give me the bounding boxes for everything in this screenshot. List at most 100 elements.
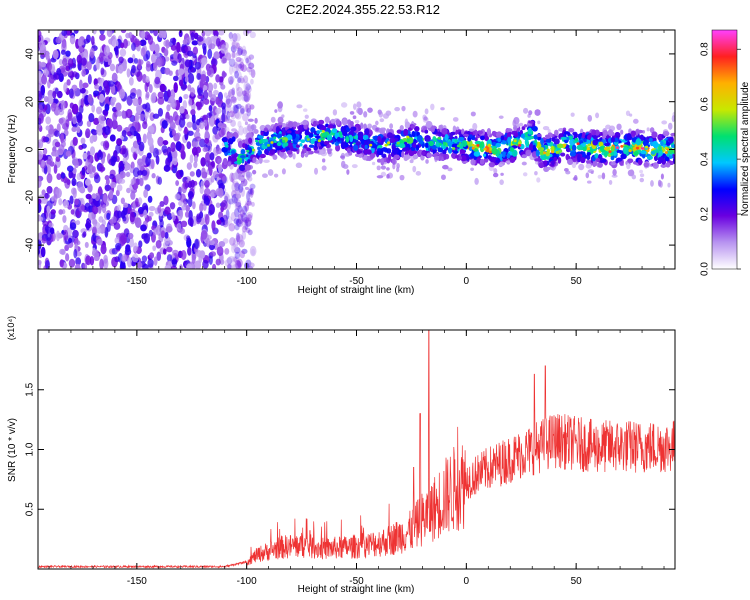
spectrogram-noise-mark [210,175,215,183]
spectrogram-signal-mark [424,129,429,134]
spectrogram-signal-mark [324,116,330,124]
spectrogram-noise-mark [100,67,105,76]
spectrogram-signal-mark [536,177,541,183]
spectrogram-peak-mark [273,136,277,140]
spectrogram-noise-mark [130,161,135,170]
spectrogram-noise-mark [96,127,103,136]
spectrogram-noise-mark [246,214,253,222]
spectrogram-noise-mark [215,74,221,83]
y-tick-label: 0 [25,146,36,152]
spectrogram-signal-mark [438,125,443,130]
spectrogram-signal-mark [377,109,382,115]
spectrogram-signal-mark [295,144,300,148]
spectrogram-signal-mark [345,136,350,143]
spectrogram-noise-mark [104,184,111,192]
spectrogram-signal-mark [528,120,535,124]
spectrogram-peak-mark [608,150,612,153]
spectrogram-signal-mark [335,119,341,126]
spectrogram-signal-mark [270,116,276,123]
spectrogram-signal-mark [432,145,437,150]
spectrogram-noise-mark [163,195,169,206]
spectrogram-signal-mark [316,130,321,134]
spectrogram-noise-mark [202,259,209,269]
spectrogram-signal-mark [591,129,597,136]
spectrogram-noise-mark [245,171,252,180]
spectrogram-noise-mark [146,34,152,41]
spectrogram-peak-mark [321,129,325,133]
spectrogram-signal-mark [461,128,465,135]
spectrogram-noise-mark [246,107,251,117]
spectrogram-noise-mark [58,198,63,206]
colorbar-tick-label: 0.2 [700,207,711,221]
spectrogram-noise-mark [239,58,244,64]
y-tick-label: 1.5 [25,382,36,396]
spectrogram-noise-mark [153,228,158,236]
spectrogram-noise-mark [38,40,46,51]
spectrogram-noise-mark [179,113,186,121]
spectrogram-signal-mark [560,152,566,157]
spectrogram-noise-mark [237,213,244,225]
spectrogram-signal-mark [244,164,252,171]
spectrogram-signal-mark [235,193,242,199]
spectrogram-noise-mark [137,96,142,105]
spectrogram-noise-mark [38,35,42,43]
spectrogram-noise-mark [111,216,117,224]
spectrogram-noise-mark [170,44,177,51]
spectrogram-signal-mark [660,163,667,168]
spectrogram-signal-mark [577,154,581,163]
spectrogram-x-label: Height of straight line (km) [298,285,415,296]
spectrogram-noise-mark [65,253,70,262]
spectrogram-signal-mark [578,163,585,171]
spectrogram-noise-mark [210,116,215,127]
spectrogram-signal-mark [525,149,532,157]
spectrogram-signal-mark [633,151,639,156]
spectrogram-noise-mark [122,148,129,158]
spectrogram-noise-mark [71,71,78,78]
spectrogram-noise-mark [143,232,151,244]
spectrogram-signal-mark [650,180,654,187]
spectrogram-noise-mark [171,150,178,159]
spectrogram-noise-mark [189,171,195,177]
spectrogram-noise-mark [133,57,139,64]
spectrogram-noise-mark [63,229,69,241]
spectrogram-signal-mark [277,116,284,124]
spectrogram-signal-mark [386,167,390,171]
spectrogram-noise-mark [132,201,136,210]
spectrogram-signal-mark [404,121,411,129]
spectrogram-noise-mark [116,138,123,147]
spectrogram-noise-mark [224,220,231,227]
spectrogram-noise-mark [60,99,66,111]
spectrogram-noise-mark [86,120,92,128]
spectrogram-noise-mark [237,46,244,56]
spectrogram-signal-mark [448,146,453,154]
spectrogram-noise-mark [86,61,92,71]
spectrogram-noise-mark [202,203,207,211]
spectrogram-signal-mark [450,131,456,136]
spectrogram-signal-mark [346,148,351,154]
spectrogram-noise-mark [166,104,171,112]
spectrogram-noise-mark [87,74,92,85]
spectrogram-signal-mark [423,116,428,121]
spectrogram-noise-mark [217,122,224,128]
spectrogram-signal-mark [242,139,246,143]
spectrogram-noise-mark [81,143,87,149]
spectrogram-noise-mark [96,227,102,234]
spectrogram-signal-mark [601,172,606,180]
spectrogram-noise-mark [142,133,147,144]
spectrogram-signal-mark [425,120,433,129]
spectrogram-noise-mark [142,263,149,269]
spectrogram-noise-mark [204,30,212,37]
spectrogram-signal-mark [534,171,538,176]
spectrogram-signal-mark [401,151,405,158]
spectrogram-noise-mark [246,200,252,206]
spectrogram-signal-mark [302,119,308,126]
spectrogram-noise-mark [68,258,76,268]
spectrogram-noise-mark [247,262,255,269]
spectrogram-signal-mark [478,142,482,148]
spectrogram-peak-mark [563,143,567,147]
spectrogram-signal-mark [599,145,606,153]
spectrogram-signal-mark [547,128,551,134]
spectrogram-noise-mark [79,79,83,90]
spectrogram-signal-mark [572,140,579,144]
spectrogram-signal-mark [495,159,501,164]
